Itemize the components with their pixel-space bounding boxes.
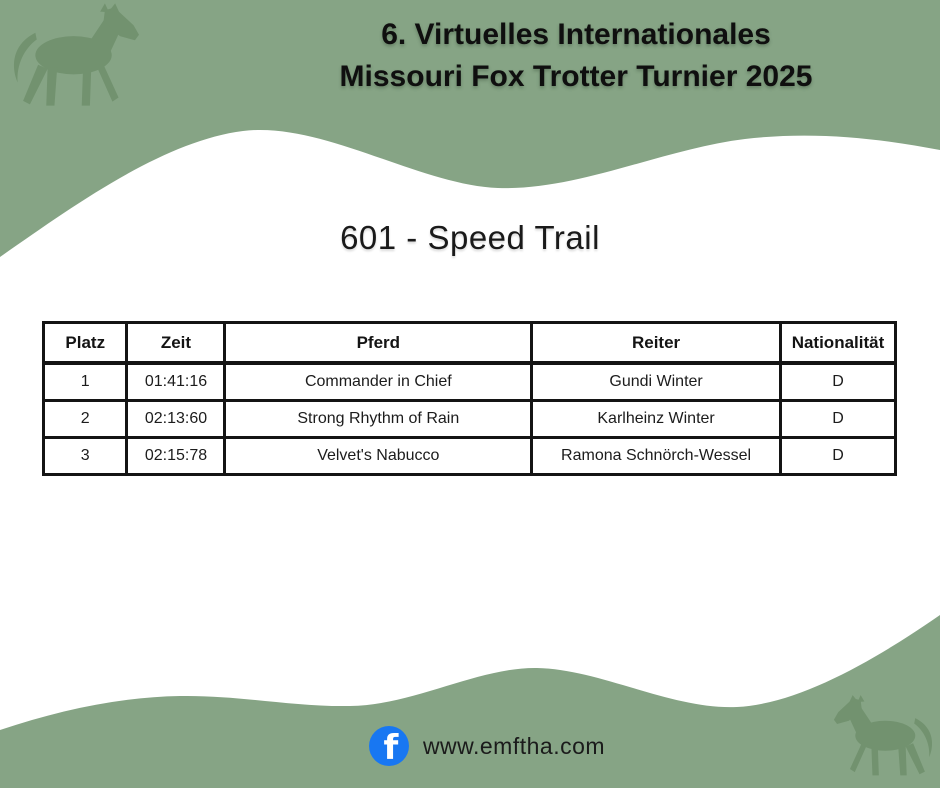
table-cell: 3 <box>41 436 129 476</box>
results-table-header: Platz Zeit Pferd Reiter Nationalität <box>41 321 898 365</box>
footer: f www.emftha.com <box>0 726 940 766</box>
table-cell: Commander in Chief <box>223 361 534 402</box>
table-cell: Ramona Schnörch-Wessel <box>530 436 782 476</box>
table-cell: D <box>778 361 898 402</box>
table-cell: D <box>778 436 898 476</box>
table-cell: Strong Rhythm of Rain <box>223 399 534 439</box>
table-row: 3 02:15:78 Velvet's Nabucco Ramona Schnörch… <box>41 436 898 476</box>
table-cell: Gundi Winter <box>530 361 782 402</box>
table-cell: 01:41:16 <box>125 361 227 402</box>
table-cell: 2 <box>41 399 129 439</box>
table-row: 2 02:13:60 Strong Rhythm of Rain Karlheinz … <box>41 399 898 439</box>
bottom-wave-band <box>0 615 940 788</box>
column-header: Platz <box>41 321 129 365</box>
tournament-title-line2: Missouri Fox Trotter Turnier 2025 <box>339 60 813 93</box>
table-row: 1 01:41:16 Commander in Chief Gundi Winter D <box>41 361 898 402</box>
event-heading: 601 - Speed Trail <box>340 219 600 256</box>
column-header: Nationalität <box>778 321 898 365</box>
column-header: Pferd <box>223 321 534 365</box>
top-wave-band <box>0 0 940 257</box>
tournament-title-line1: 6. Virtuelles Internationales <box>381 18 771 51</box>
column-header: Reiter <box>530 321 782 365</box>
table-cell: Karlheinz Winter <box>530 399 782 439</box>
website-link[interactable]: www.emftha.com <box>422 732 606 759</box>
results-table-body: 1 01:41:16 Commander in Chief Gundi Winter D… <box>41 361 898 476</box>
facebook-icon[interactable]: f <box>368 726 409 766</box>
column-header: Zeit <box>125 321 227 365</box>
table-cell: 02:13:60 <box>125 399 227 439</box>
horse-silhouette-icon <box>13 3 139 106</box>
table-cell: 1 <box>41 361 129 402</box>
table-cell: D <box>778 399 898 439</box>
results-table: Platz Zeit Pferd Reiter Nationalität 1 01:41:… <box>41 321 898 476</box>
facebook-f-glyph: f <box>383 727 399 766</box>
tournament-title: 6. Virtuelles Internationales Missouri F… <box>212 14 940 98</box>
table-cell: Velvet's Nabucco <box>223 436 534 476</box>
header-row: Platz Zeit Pferd Reiter Nationalität <box>41 321 898 365</box>
table-cell: 02:15:78 <box>125 436 227 476</box>
